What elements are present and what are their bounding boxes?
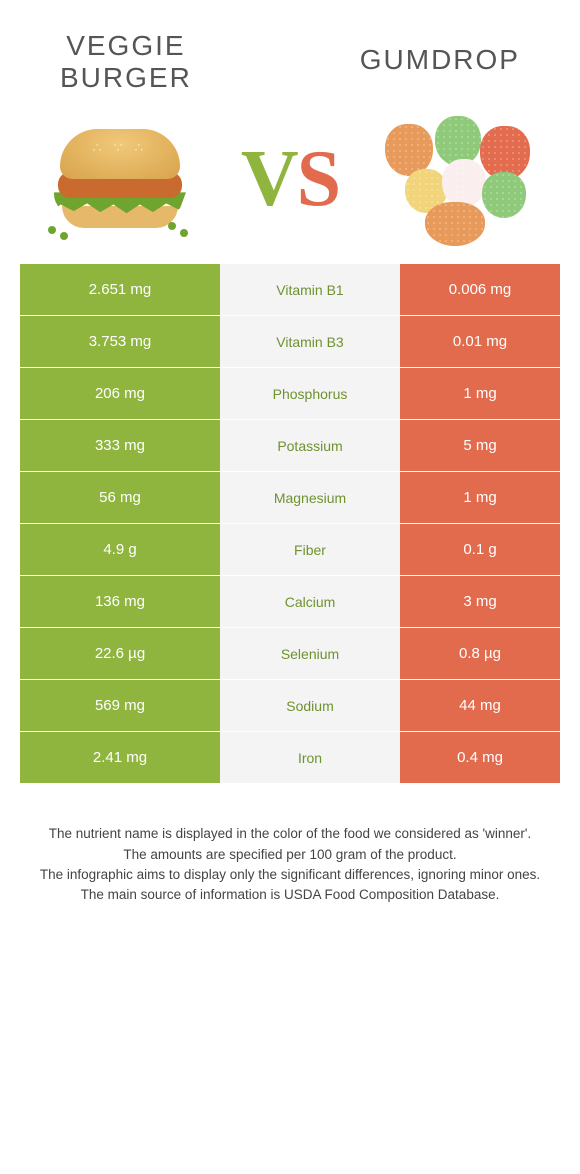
footnote-line: The nutrient name is displayed in the co… [35,824,545,844]
table-row: 3.753 mgVitamin B30.01 mg [20,316,560,368]
table-row: 206 mgPhosphorus1 mg [20,368,560,420]
gumdrop-shape [442,159,486,207]
table-row: 22.6 µgSelenium0.8 µg [20,628,560,680]
gumdrop-shape [482,172,526,218]
table-row: 56 mgMagnesium1 mg [20,472,560,524]
cell-left-value: 56 mg [20,472,220,523]
pea-shape [168,222,176,230]
pea-shape [48,226,56,234]
cell-nutrient-name: Vitamin B1 [220,264,400,315]
cell-left-value: 569 mg [20,680,220,731]
table-row: 333 mgPotassium5 mg [20,420,560,472]
cell-left-value: 2.41 mg [20,732,220,783]
cell-nutrient-name: Magnesium [220,472,400,523]
cell-left-value: 3.753 mg [20,316,220,367]
vs-s: S [297,135,340,223]
food-right-title: GUMDROP [360,30,520,94]
burger-illustration [40,114,200,244]
cell-nutrient-name: Vitamin B3 [220,316,400,367]
vs-v: V [241,135,297,223]
footnote-line: The amounts are specified per 100 gram o… [35,845,545,865]
gumdrop-illustration [380,114,540,244]
cell-right-value: 0.1 g [400,524,560,575]
cell-right-value: 3 mg [400,576,560,627]
cell-right-value: 0.4 mg [400,732,560,783]
table-row: 4.9 gFiber0.1 g [20,524,560,576]
cell-right-value: 1 mg [400,472,560,523]
image-row: VS [0,104,580,264]
cell-left-value: 2.651 mg [20,264,220,315]
nutrient-table: 2.651 mgVitamin B10.006 mg3.753 mgVitami… [0,264,580,784]
pea-shape [60,232,68,240]
cell-left-value: 333 mg [20,420,220,471]
table-row: 136 mgCalcium3 mg [20,576,560,628]
footnotes: The nutrient name is displayed in the co… [0,784,580,905]
food-left-title: VEGGIEBURGER [60,30,192,94]
footnote-line: The infographic aims to display only the… [35,865,545,885]
cell-nutrient-name: Iron [220,732,400,783]
cell-left-value: 22.6 µg [20,628,220,679]
cell-nutrient-name: Calcium [220,576,400,627]
cell-left-value: 4.9 g [20,524,220,575]
cell-left-value: 136 mg [20,576,220,627]
cell-right-value: 44 mg [400,680,560,731]
pea-shape [180,229,188,237]
cell-nutrient-name: Fiber [220,524,400,575]
cell-right-value: 0.01 mg [400,316,560,367]
cell-left-value: 206 mg [20,368,220,419]
table-row: 2.651 mgVitamin B10.006 mg [20,264,560,316]
footnote-line: The main source of information is USDA F… [35,885,545,905]
table-row: 569 mgSodium44 mg [20,680,560,732]
table-row: 2.41 mgIron0.4 mg [20,732,560,784]
header: VEGGIEBURGER GUMDROP [0,0,580,104]
cell-nutrient-name: Phosphorus [220,368,400,419]
vs-label: VS [241,134,339,225]
cell-right-value: 0.8 µg [400,628,560,679]
cell-right-value: 1 mg [400,368,560,419]
cell-right-value: 5 mg [400,420,560,471]
cell-nutrient-name: Sodium [220,680,400,731]
cell-nutrient-name: Selenium [220,628,400,679]
cell-nutrient-name: Potassium [220,420,400,471]
cell-right-value: 0.006 mg [400,264,560,315]
gumdrop-shape [425,202,485,246]
